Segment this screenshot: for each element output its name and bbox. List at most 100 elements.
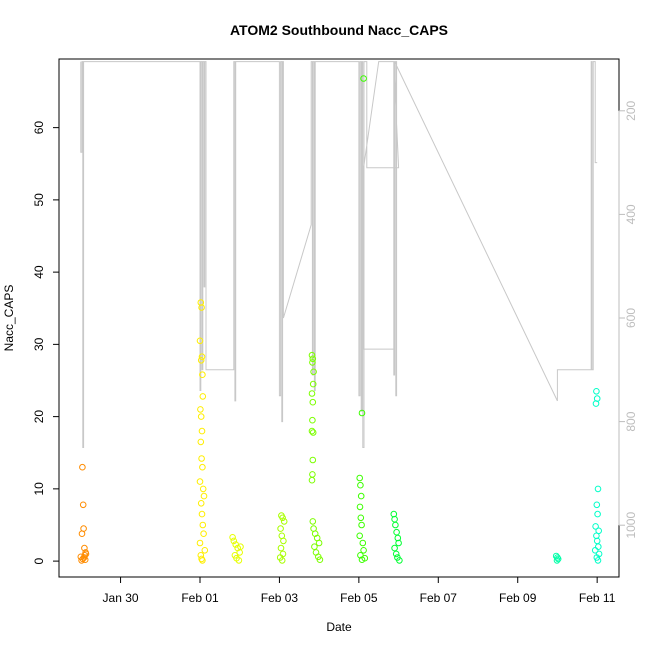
x-tick-label: Feb 03 — [261, 591, 299, 605]
data-point — [196, 478, 204, 485]
y-tick-label: 40 — [32, 265, 46, 279]
plot-frame — [58, 58, 620, 578]
data-point — [593, 554, 601, 561]
data-point — [309, 518, 317, 525]
data-point — [357, 481, 364, 489]
data-point — [200, 530, 207, 538]
data-point — [198, 353, 206, 361]
data-point — [278, 557, 286, 564]
data-point — [81, 544, 88, 552]
data-point — [197, 500, 205, 507]
data-point — [82, 550, 90, 558]
y-tick-label: 50 — [32, 193, 46, 207]
data-point — [308, 476, 316, 484]
x-tick-label: Feb 11 — [579, 591, 616, 605]
data-point — [592, 400, 600, 407]
data-point — [197, 438, 205, 446]
data-point — [594, 510, 601, 518]
secondary-y-axis: 200 400 600 800 1000 — [618, 100, 638, 539]
data-point — [595, 543, 602, 551]
x-axis: Jan 30 Feb 01 Feb 03 Feb 05 Feb 07 Feb 09 Feb … — [103, 576, 616, 605]
data-point — [198, 304, 205, 311]
data-point — [199, 371, 206, 379]
data-point — [199, 463, 206, 471]
data-point — [198, 510, 206, 518]
series-5 — [356, 75, 369, 564]
data-point — [592, 523, 599, 530]
data-point — [308, 351, 316, 359]
series-0 — [77, 463, 90, 564]
data-point — [593, 501, 601, 509]
series-7 — [552, 552, 562, 564]
secondary-tick-label: 800 — [624, 411, 638, 431]
data-point — [197, 357, 205, 364]
data-point — [308, 427, 316, 435]
data-point — [201, 547, 209, 554]
data-point — [280, 537, 287, 545]
data-point — [309, 359, 316, 366]
x-tick-label: Feb 01 — [181, 591, 219, 605]
data-point — [392, 550, 400, 558]
y-tick-label: 10 — [32, 482, 46, 496]
data-point — [593, 388, 600, 395]
data-point — [356, 474, 364, 482]
data-points — [77, 75, 603, 564]
data-point — [392, 521, 399, 529]
data-point — [359, 539, 367, 547]
data-point — [309, 380, 317, 388]
data-point — [81, 552, 89, 559]
data-point — [391, 544, 398, 552]
chart-title: ATOM2 Southbound Nacc_CAPS — [230, 22, 448, 38]
series-4 — [308, 351, 324, 564]
x-tick-label: Jan 30 — [103, 591, 139, 605]
data-point — [358, 521, 365, 529]
data-point — [309, 429, 317, 436]
data-point — [277, 525, 284, 532]
data-point — [230, 537, 238, 545]
series-3 — [276, 512, 288, 564]
data-point — [393, 528, 400, 536]
y-tick-label: 0 — [32, 557, 46, 564]
data-point — [394, 534, 402, 542]
data-point — [199, 557, 206, 564]
data-point — [199, 393, 207, 400]
series-6 — [390, 510, 403, 564]
data-point — [356, 532, 364, 540]
data-point — [360, 547, 367, 554]
data-point — [235, 557, 243, 564]
secondary-tick-label: 400 — [624, 204, 638, 224]
data-point — [280, 518, 288, 525]
data-point — [200, 492, 208, 500]
data-point — [309, 471, 316, 478]
data-point — [591, 547, 599, 554]
series-1 — [196, 299, 209, 564]
data-point — [309, 416, 316, 424]
data-point — [308, 390, 316, 397]
data-point — [358, 409, 366, 417]
data-point — [198, 455, 205, 462]
secondary-tick-label: 1000 — [624, 512, 638, 539]
data-point — [357, 514, 365, 522]
data-point — [197, 299, 205, 306]
data-point — [309, 355, 317, 363]
data-point — [315, 539, 323, 547]
data-point — [357, 492, 365, 500]
data-point — [356, 503, 364, 511]
data-point — [229, 534, 236, 541]
data-point — [309, 398, 317, 406]
x-axis-label: Date — [326, 620, 352, 634]
data-point — [396, 557, 403, 564]
data-point — [197, 413, 205, 420]
data-point — [198, 427, 206, 435]
data-point — [79, 501, 87, 509]
data-point — [594, 557, 602, 564]
y-tick-label: 30 — [32, 337, 46, 351]
data-point — [196, 337, 204, 345]
data-point — [199, 521, 207, 529]
data-point — [196, 539, 204, 547]
series-2 — [229, 534, 244, 564]
data-point — [357, 552, 364, 559]
data-point — [553, 557, 561, 564]
data-point — [78, 530, 86, 538]
